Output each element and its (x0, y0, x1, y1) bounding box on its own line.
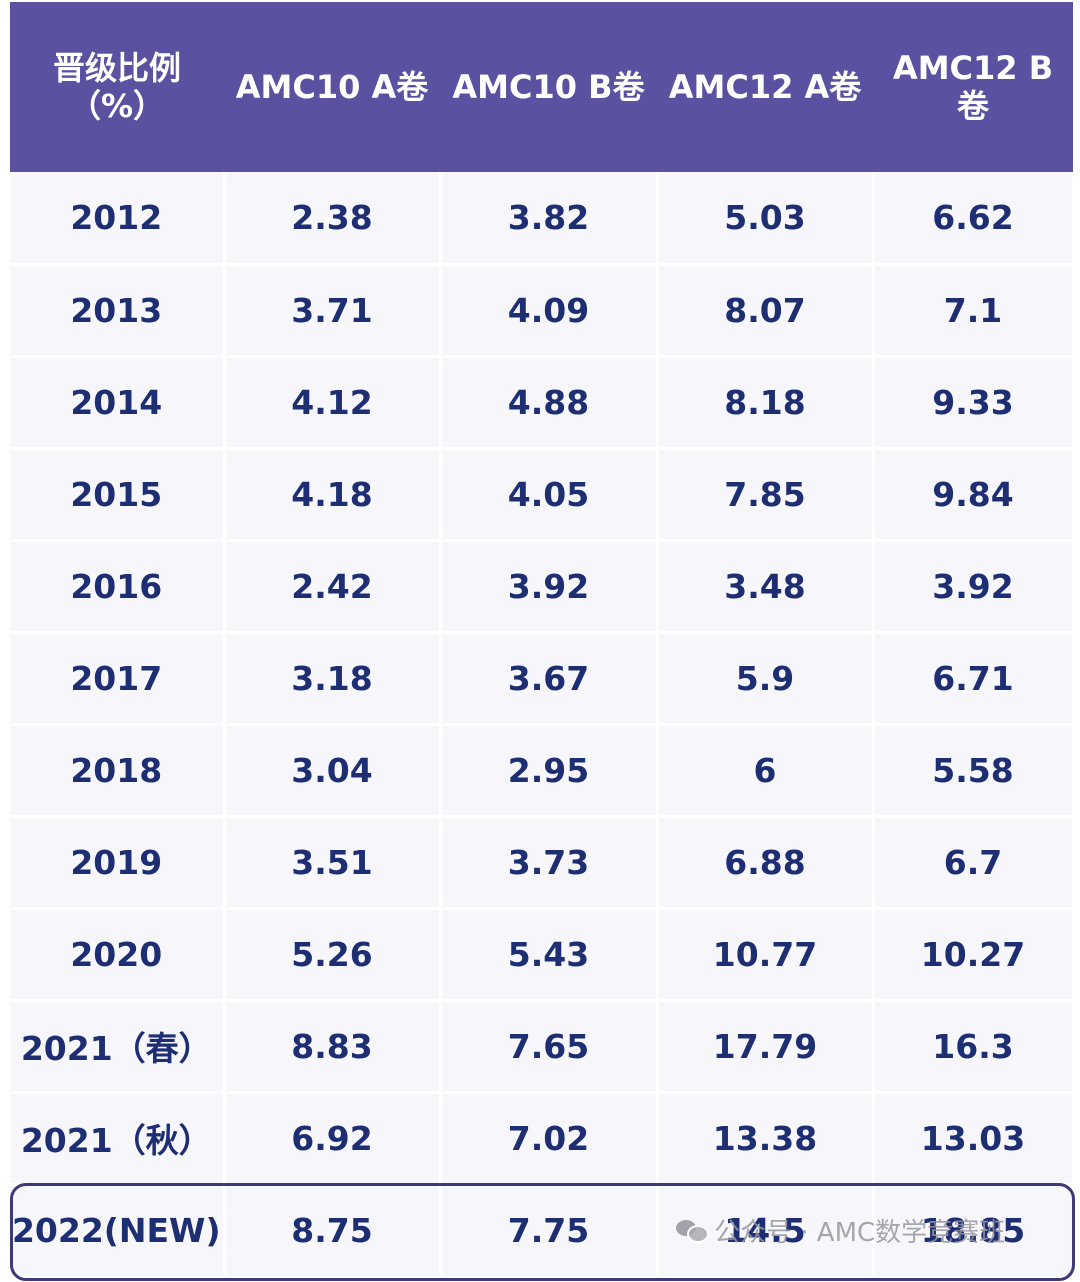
value-cell-amc10a: 3.04 (224, 724, 442, 818)
value-cell-amc12a: 10.77 (657, 908, 875, 1002)
value-cell-amc10b: 4.09 (440, 264, 659, 358)
table-row: 2021（秋） 6.92 7.02 13.38 13.03 (10, 1092, 1075, 1186)
header-row: 晋级比例 （%） AMC10 A卷 AMC10 B卷 AMC12 A卷 AMC1… (10, 2, 1073, 172)
rates-table: 晋级比例 （%） AMC10 A卷 AMC10 B卷 AMC12 A卷 AMC1… (10, 2, 1075, 1276)
value-cell-amc12a: 5.9 (657, 632, 875, 726)
year-cell: 2017 (10, 632, 226, 726)
watermark-text: 公众号 · AMC数学竞赛班 (714, 1217, 1006, 1248)
column-header-amc12a: AMC12 A卷 (668, 68, 862, 106)
value-cell-amc12b: 7.1 (873, 264, 1075, 358)
table-row: 2017 3.18 3.67 5.9 6.71 (10, 632, 1075, 726)
watermark: 公众号 · AMC数学竞赛班 (676, 1208, 1005, 1252)
table-row: 2015 4.18 4.05 7.85 9.84 (10, 448, 1075, 542)
year-cell: 2015 (10, 448, 226, 542)
value-cell-amc10b: 3.92 (440, 540, 659, 634)
value-cell-amc12a: 8.18 (657, 356, 875, 450)
year-cell: 2021（春） (10, 1000, 226, 1094)
table-row: 2019 3.51 3.73 6.88 6.7 (10, 816, 1075, 910)
table-row: 2016 2.42 3.92 3.48 3.92 (10, 540, 1075, 634)
value-cell-amc12b: 13.03 (873, 1092, 1075, 1186)
table-header: 晋级比例 （%） AMC10 A卷 AMC10 B卷 AMC12 A卷 AMC1… (10, 2, 1073, 172)
value-cell-amc10a: 8.83 (224, 1000, 442, 1094)
value-cell-amc12b: 6.71 (873, 632, 1075, 726)
value-cell-amc12b: 18.85 (873, 1184, 1075, 1276)
value-cell-amc10b: 3.73 (440, 816, 659, 910)
year-cell: 2012 (10, 172, 226, 266)
value-cell-amc10b: 7.65 (440, 1000, 659, 1094)
value-cell-amc12b: 6.7 (873, 816, 1075, 910)
value-cell-amc10a: 2.38 (224, 172, 442, 266)
value-cell-amc12b: 16.3 (873, 1000, 1075, 1094)
value-cell-amc10b: 3.82 (440, 172, 659, 266)
year-cell: 2018 (10, 724, 226, 818)
value-cell-amc12b: 9.84 (873, 448, 1075, 542)
value-cell-amc12b: 3.92 (873, 540, 1075, 634)
value-cell-amc12a: 5.03 (657, 172, 875, 266)
column-header-amc10a: AMC10 A卷 (235, 68, 429, 106)
wechat-icon (676, 1218, 709, 1243)
value-cell-amc10a: 5.26 (224, 908, 442, 1002)
value-cell-amc12b: 9.33 (873, 356, 1075, 450)
value-cell-amc10b: 5.43 (440, 908, 659, 1002)
table-row: 2013 3.71 4.09 8.07 7.1 (10, 264, 1075, 358)
value-cell-amc10a: 2.42 (224, 540, 442, 634)
table-body: 2012 2.38 3.82 5.03 6.62 2013 3.71 4.09 8.07 7.1 2… (10, 172, 1075, 1276)
table-row: 2021（春） 8.83 7.65 17.79 16.3 (10, 1000, 1075, 1094)
table-row: 2018 3.04 2.95 6 5.58 (10, 724, 1075, 818)
table-row: 2012 2.38 3.82 5.03 6.62 (10, 172, 1075, 266)
value-cell-amc12a: 6.88 (657, 816, 875, 910)
value-cell-amc10b: 7.02 (440, 1092, 659, 1186)
value-cell-amc10a: 3.71 (224, 264, 442, 358)
value-cell-amc10a: 4.18 (224, 448, 442, 542)
column-header-amc10b: AMC10 B卷 (452, 68, 645, 106)
value-cell-amc12a: 13.38 (657, 1092, 875, 1186)
year-cell: 2016 (10, 540, 226, 634)
value-cell-amc10a: 4.12 (224, 356, 442, 450)
value-cell-amc10a: 3.51 (224, 816, 442, 910)
value-cell-amc12a: 7.85 (657, 448, 875, 542)
year-cell: 2022(NEW) (10, 1184, 226, 1276)
value-cell-amc12a: 8.07 (657, 264, 875, 358)
value-cell-amc12b: 5.58 (873, 724, 1075, 818)
value-cell-amc10a: 6.92 (224, 1092, 442, 1186)
value-cell-amc12b: 6.62 (873, 172, 1075, 266)
year-cell: 2021（秋） (10, 1092, 226, 1186)
value-cell-amc10b: 7.75 (440, 1184, 659, 1276)
year-cell: 2019 (10, 816, 226, 910)
year-cell: 2013 (10, 264, 226, 358)
year-cell: 2014 (10, 356, 226, 450)
value-cell-amc12a: 17.79 (657, 1000, 875, 1094)
value-cell-amc10b: 2.95 (440, 724, 659, 818)
year-cell: 2020 (10, 908, 226, 1002)
value-cell-amc12a: 6 (657, 724, 875, 818)
value-cell-amc10b: 4.88 (440, 356, 659, 450)
column-header-ratio: 晋级比例 （%） (52, 49, 181, 125)
value-cell-amc10b: 3.67 (440, 632, 659, 726)
column-header-amc12b: AMC12 B 卷 (892, 49, 1054, 125)
value-cell-amc10a: 8.75 (224, 1184, 442, 1276)
value-cell-amc12b: 10.27 (873, 908, 1075, 1002)
value-cell-amc10a: 3.18 (224, 632, 442, 726)
table-row: 2020 5.26 5.43 10.77 10.27 (10, 908, 1075, 1002)
value-cell-amc10b: 4.05 (440, 448, 659, 542)
table-row: 2014 4.12 4.88 8.18 9.33 (10, 356, 1075, 450)
amc-qualification-table: 晋级比例 （%） AMC10 A卷 AMC10 B卷 AMC12 A卷 AMC1… (10, 2, 1075, 1280)
value-cell-amc12a: 3.48 (657, 540, 875, 634)
